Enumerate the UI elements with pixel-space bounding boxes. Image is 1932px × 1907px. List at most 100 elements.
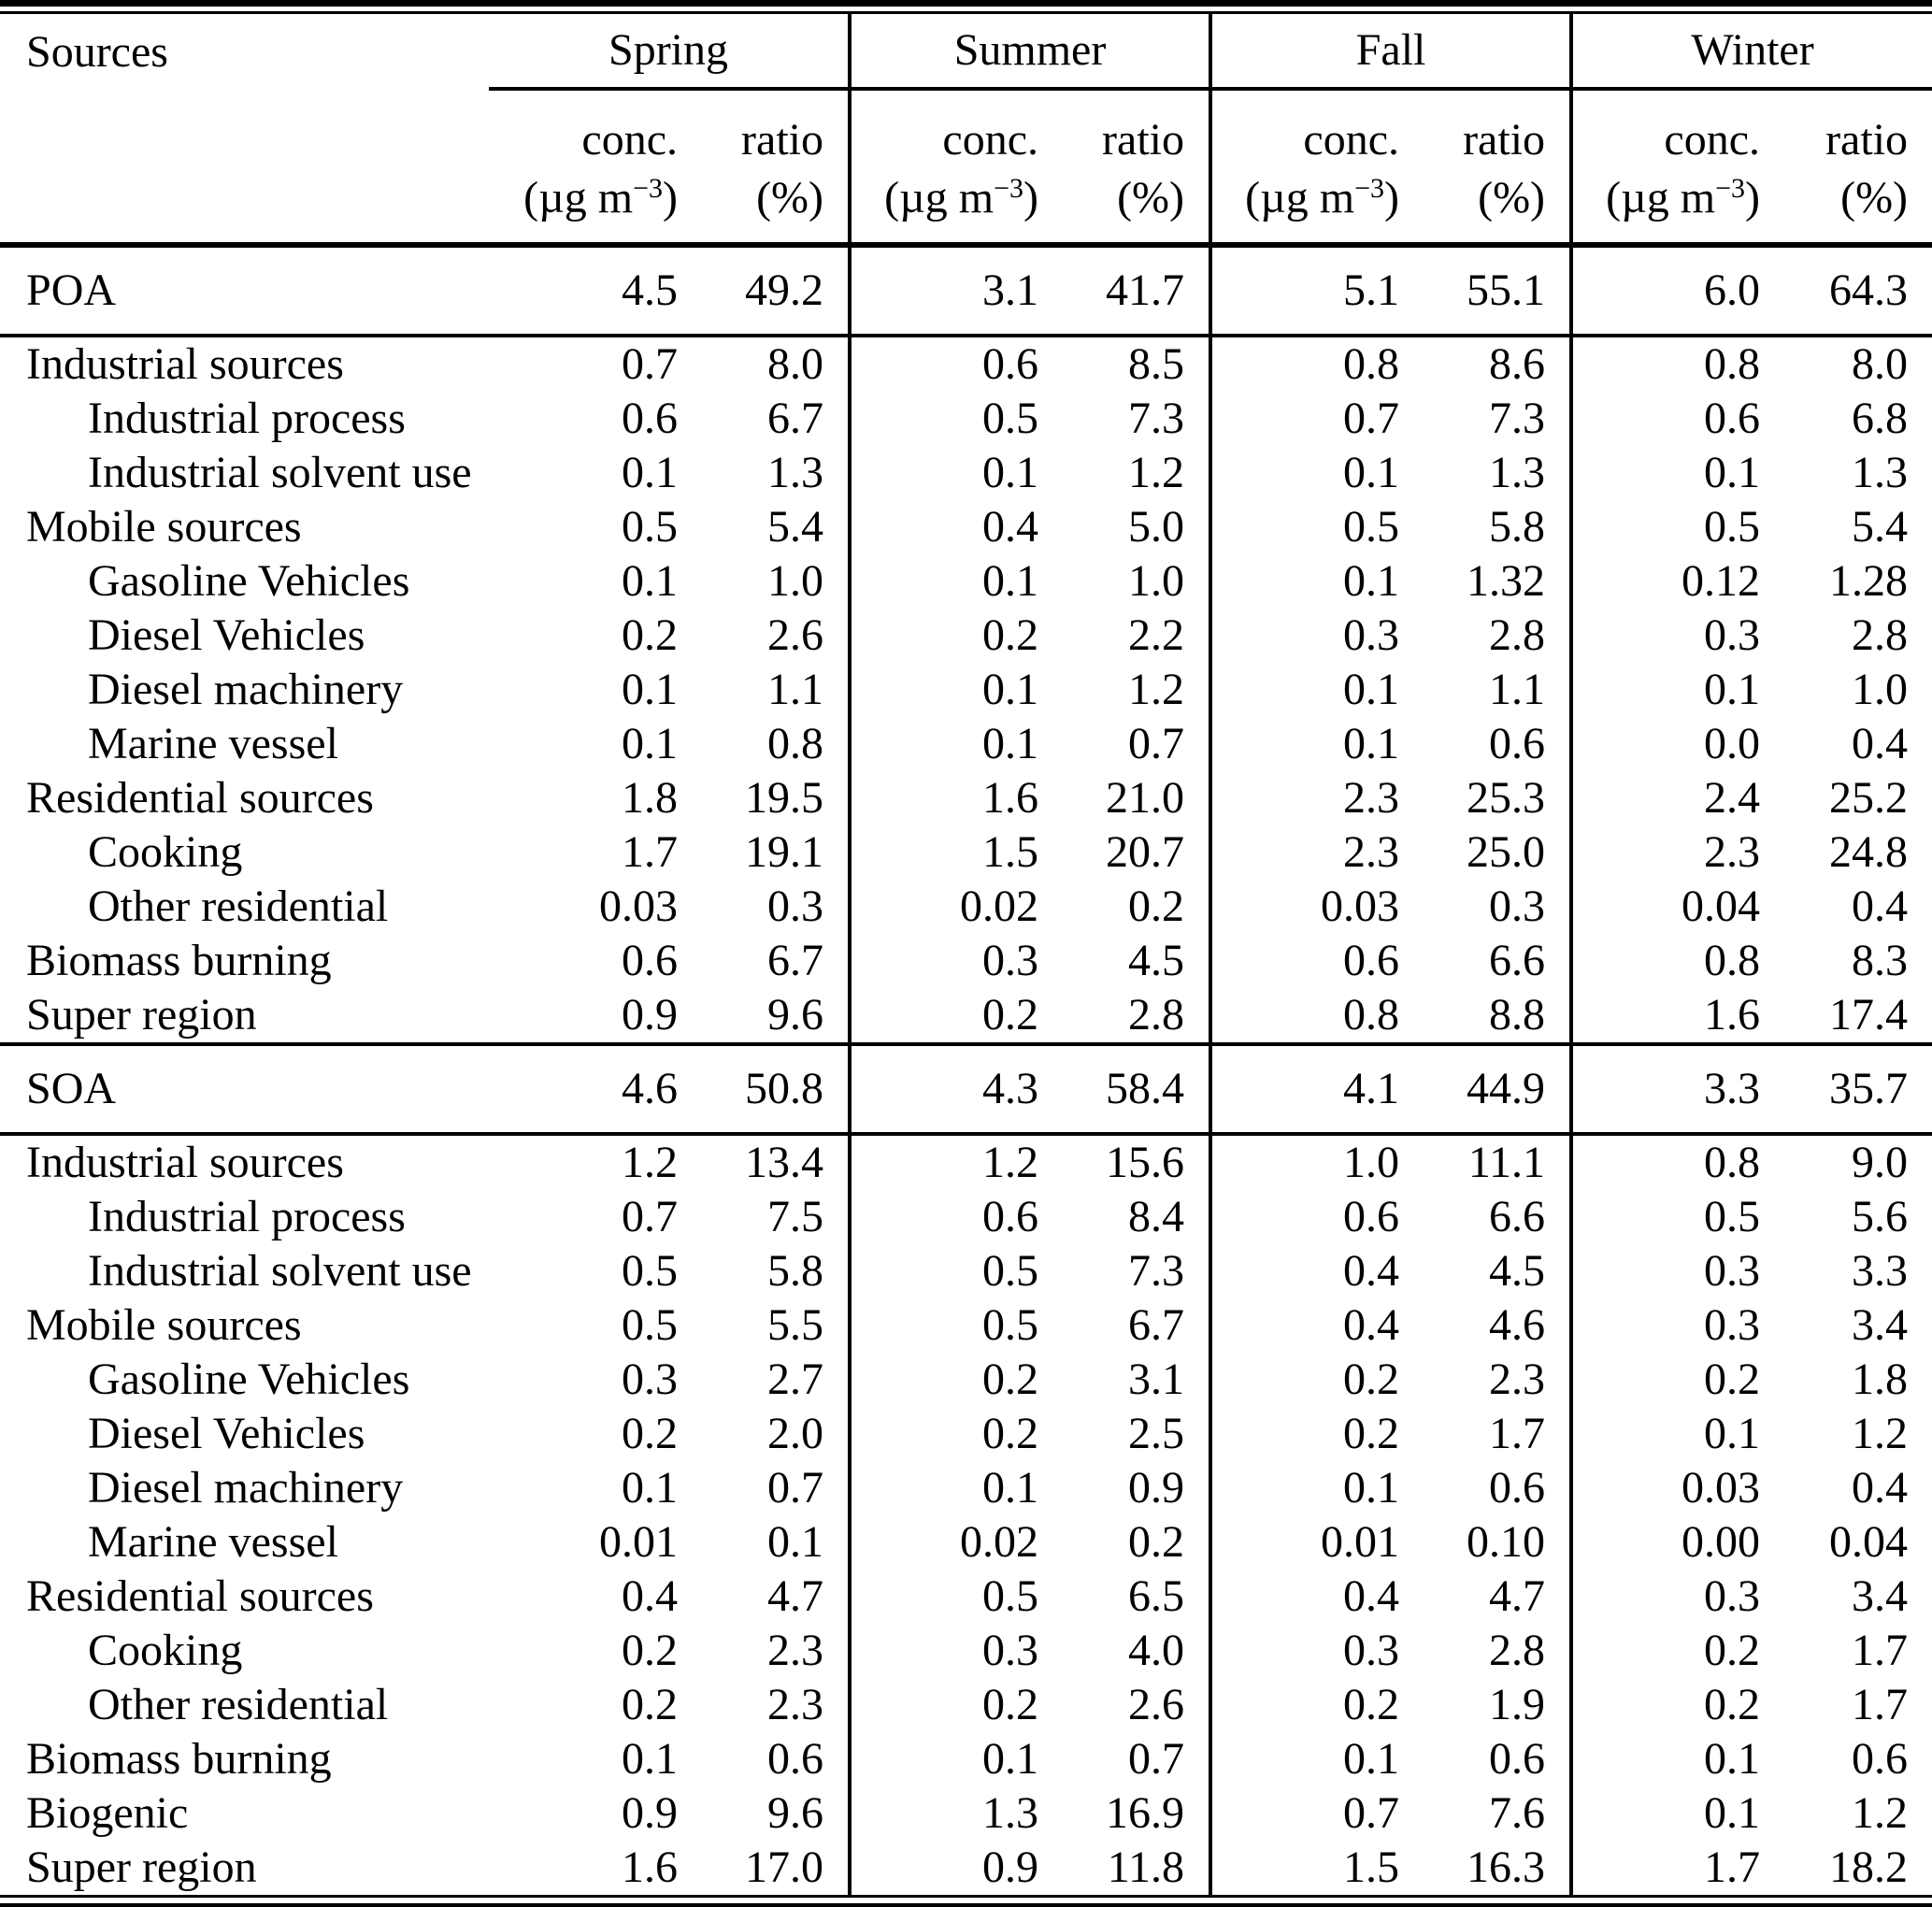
source-label: Biogenic [26,1788,189,1838]
conc-value: 0.5 [848,1570,1049,1624]
conc-value: 2.3 [1209,771,1410,825]
conc-unit: (µg m−3) [523,173,678,222]
conc-value: 0.01 [1209,1515,1410,1570]
conc-value: 0.03 [1569,1461,1770,1515]
conc-value: 0.1 [622,1734,678,1784]
conc-value: 1.6 [1569,988,1770,1044]
conc-value: 0.4 [1209,1244,1410,1298]
season-header-spring: Spring [489,14,851,91]
conc-value: 0.2 [1569,1624,1770,1678]
ratio-value: 0.6 [1852,1734,1909,1784]
conc-value: 5.1 [1209,245,1410,336]
conc-value: 1.5 [848,825,1049,880]
conc-value: 0.3 [1569,609,1770,663]
conc-value: 1.6 [622,1842,678,1892]
conc-value: 3.1 [848,245,1049,336]
ratio-value: 0.4 [1852,719,1909,768]
conc-value: 0.5 [848,392,1049,446]
conc-value: 0.5 [848,1298,1049,1353]
source-label: POA [26,265,117,315]
conc-value: 0.9 [622,990,678,1040]
ratio-unit: (%) [1117,173,1185,222]
conc-value: 0.3 [1569,1244,1770,1298]
table-row: Diesel Vehicles 0.2 2.0 0.2 2.5 0.2 1.7 0.1 1.2 [0,1407,1932,1461]
conc-value: 0.1 [1209,554,1410,609]
conc-value: 0.6 [848,1190,1049,1244]
ratio-value: 0.6 [1489,1734,1546,1784]
ratio-value: 6.7 [767,936,824,985]
ratio-value: 2.2 [1128,610,1185,660]
conc-value: 0.3 [848,934,1049,988]
ratio-value: 1.1 [1489,665,1546,714]
unit-exponent: −3 [1354,173,1385,204]
conc-value: 0.1 [1209,446,1410,500]
ratio-value: 7.6 [1489,1788,1546,1838]
ratio-value: 2.8 [1489,1626,1546,1675]
conc-value: 0.3 [1569,1298,1770,1353]
source-label: Marine vessel [88,1517,338,1567]
conc-value: 0.5 [622,1246,678,1296]
unit-exponent: −3 [1715,173,1746,204]
ratio-value: 0.3 [767,882,824,931]
ratio-value: 11.8 [1107,1842,1185,1892]
conc-value: 0.5 [622,1300,678,1350]
ratio-value: 25.0 [1467,827,1546,877]
source-label: SOA [26,1064,117,1113]
ratio-value: 1.0 [767,556,824,606]
table-row: Marine vessel 0.01 0.1 0.02 0.2 0.01 0.10 0.00 0… [0,1515,1932,1570]
conc-value: 0.6 [622,936,678,985]
table-row: Industrial process 0.7 7.5 0.6 8.4 0.6 6.6 0.5 5… [0,1190,1932,1244]
conc-value: 0.2 [1569,1353,1770,1407]
conc-value: 0.8 [1569,1134,1770,1190]
ratio-value: 2.6 [767,610,824,660]
conc-value: 0.9 [622,1788,678,1838]
conc-header-winter: conc. (µg m−3) [1569,89,1770,248]
conc-value: 0.5 [1569,500,1770,554]
ratio-value: 18.2 [1829,1842,1909,1892]
ratio-value: 4.7 [767,1571,824,1621]
ratio-value: 6.7 [1128,1300,1185,1350]
source-label: Industrial process [88,394,406,443]
conc-value: 0.4 [622,1571,678,1621]
conc-value: 1.6 [848,771,1049,825]
conc-label: conc. [1664,115,1761,165]
ratio-value: 0.10 [1467,1517,1546,1567]
ratio-value: 0.2 [1128,882,1185,931]
ratio-value: 9.0 [1852,1138,1909,1187]
conc-header-summer: conc. (µg m−3) [848,89,1049,248]
ratio-value: 1.0 [1128,556,1185,606]
ratio-value: 0.7 [767,1463,824,1513]
source-label: Mobile sources [26,1300,302,1350]
ratio-unit: (%) [1478,173,1546,222]
conc-value: 0.6 [1209,1190,1410,1244]
conc-value: 3.3 [1569,1044,1770,1134]
ratio-value: 1.3 [1852,448,1909,497]
ratio-value: 1.8 [1852,1355,1909,1404]
ratio-value: 5.8 [1489,502,1546,552]
table-section: Industrial sources 0.7 8.0 0.6 8.5 0.8 8.6 0.8 8… [0,336,1932,1044]
ratio-value: 2.5 [1128,1409,1185,1458]
measure-header-row: conc. (µg m−3) ratio (%) conc. (µg m−3) … [0,89,1932,248]
conc-value: 0.2 [1569,1678,1770,1732]
conc-value: 0.4 [1209,1570,1410,1624]
table-row: Industrial sources 0.7 8.0 0.6 8.5 0.8 8.6 0.8 8… [0,336,1932,392]
ratio-value: 20.7 [1106,827,1185,877]
ratio-value: 4.5 [1128,936,1185,985]
table-section: Industrial sources 1.2 13.4 1.2 15.6 1.0 11.1 0… [0,1134,1932,1895]
source-label: Mobile sources [26,502,302,552]
source-label: Gasoline Vehicles [88,556,410,606]
ratio-label: ratio [741,115,824,165]
ratio-value: 2.0 [767,1409,824,1458]
ratio-value: 8.0 [1852,339,1909,389]
table-row: Other residential 0.2 2.3 0.2 2.6 0.2 1.9 0.2 1.… [0,1678,1932,1732]
conc-label: conc. [1303,115,1400,165]
ratio-value: 2.8 [1128,990,1185,1040]
ratio-value: 5.4 [767,502,824,552]
ratio-value: 5.6 [1852,1192,1909,1241]
conc-value: 0.00 [1569,1515,1770,1570]
table-row: Diesel machinery 0.1 1.1 0.1 1.2 0.1 1.1 0.1 1.0 [0,663,1932,717]
ratio-value: 6.6 [1489,1192,1546,1241]
ratio-value: 21.0 [1106,773,1185,823]
conc-value: 0.1 [848,717,1049,771]
conc-value: 4.1 [1209,1044,1410,1134]
